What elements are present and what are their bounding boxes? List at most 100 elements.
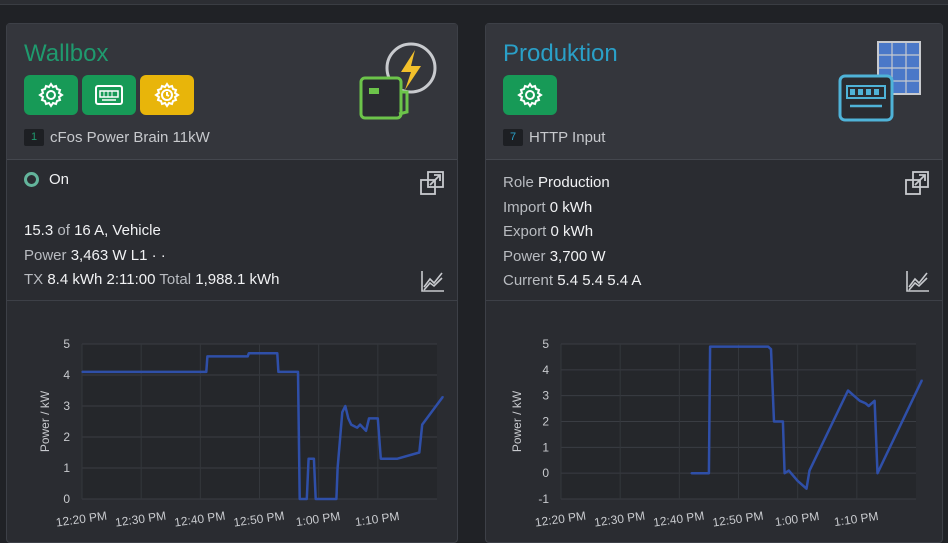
data-point [298,498,301,500]
wallbox-power-chart: 5 4 3 2 1 0 12:20 PM 12:30 PM 12:40 PM 12:50 PM 1:… [38,337,444,529]
data-point [359,423,361,426]
x-tick-label: 12:20 PM [534,509,587,529]
card-title: Wallbox [24,40,109,67]
data-point [782,420,784,423]
settings-button[interactable] [24,75,78,115]
y-tick-label: 4 [63,368,70,382]
power-line: Power 3,463 W L1 · · [24,246,166,264]
open-external-icon [420,171,444,195]
data-point [921,379,923,381]
data-point [394,457,397,460]
data-point [276,352,279,355]
power-line: Power 3,700 W [503,247,606,265]
status-text: On [49,171,70,188]
data-point [418,451,421,454]
data-point [396,457,399,460]
data-point [365,430,367,432]
x-tick-label: 1:10 PM [354,509,400,529]
produktion-card: Produktion 7 HTTP Input [485,23,943,543]
data-point [847,389,849,392]
current-line: 15.3 of 16 A, Vehicle [24,222,161,239]
data-point [277,371,280,373]
x-tick-label: 12:40 PM [652,509,705,529]
chart-icon [421,271,444,292]
status-indicator: On [24,171,69,188]
data-point [297,371,299,373]
open-external-icon [905,171,929,195]
role-line: Role Production [503,174,610,191]
data-point [205,371,208,373]
x-tick-label: 12:40 PM [173,509,226,529]
meter-button[interactable] [82,75,136,115]
gear-icon [38,82,64,108]
status-ring-icon [24,172,39,187]
device-name: cFos Power Brain 11kW [50,129,210,146]
produktion-power-chart: 5 4 3 2 1 0 -1 12:20 PM 12:30 PM 12:40 PM 12:50 PM… [510,337,924,529]
y-tick-label: 5 [63,337,70,351]
data-point [368,417,370,420]
x-tick-label: 1:10 PM [833,509,879,529]
data-point [867,405,870,407]
settings-button[interactable] [503,75,557,115]
data-point [770,348,772,350]
y-axis-label: Power / kW [38,390,52,452]
x-tick-label: 12:30 PM [593,509,646,529]
data-point [341,411,344,413]
data-point [335,498,338,500]
data-point [248,352,250,355]
x-tick-label: 1:00 PM [295,509,341,529]
y-tick-label: 3 [542,389,549,403]
wallbox-card: Wallbox [6,23,458,543]
x-tick-label: 1:00 PM [774,509,820,529]
data-point [805,487,808,490]
data-point [853,394,855,397]
data-point [344,405,347,407]
data-point [709,345,711,348]
y-axis-label: Power / kW [510,390,524,452]
data-point [858,400,861,402]
y-tick-label: -1 [538,492,549,506]
data-point [787,469,790,472]
y-tick-label: 5 [542,337,549,351]
y-tick-label: 4 [542,363,549,377]
data-point [421,423,424,426]
data-point [442,395,444,398]
data-point [783,472,786,474]
meter-icon [95,85,123,105]
x-tick-label: 12:50 PM [712,509,765,529]
open-window-button[interactable] [903,169,931,202]
y-tick-label: 1 [63,461,70,475]
device-line: 7 HTTP Input [503,129,605,146]
chart-toggle-button[interactable] [420,269,446,298]
device-id-badge: 1 [24,129,44,146]
data-point [314,498,317,500]
data-point [306,498,308,500]
y-tick-label: 1 [542,440,549,454]
data-point [773,420,775,423]
export-line: Export 0 kWh [503,223,594,240]
power-series-line [82,352,444,501]
chart-toggle-button[interactable] [905,269,931,298]
y-tick-label: 3 [63,399,70,413]
data-point [313,457,315,460]
device-line: 1 cFos Power Brain 11kW [24,129,210,146]
y-tick-label: 2 [542,415,549,429]
data-point [347,417,350,420]
gear-clock-icon [154,82,180,108]
data-point [796,480,799,482]
data-point [206,355,209,358]
data-point [307,457,310,460]
tx-line: TX 8.4 kWh 2:11:00 Total 1,988.1 kWh [24,271,280,288]
y-tick-label: 0 [542,466,549,480]
schedule-settings-button[interactable] [140,75,194,115]
y-tick-label: 0 [63,492,70,506]
data-point [379,457,382,460]
gear-icon [517,82,543,108]
current-line: Current 5.4 5.4 5.4 A [503,272,642,289]
x-tick-label: 12:30 PM [114,509,167,529]
wallbox-info: 15.3 of 16 A, Vehicle Power 3,463 W L1 ·… [24,219,279,293]
divider [486,300,942,301]
x-tick-label: 12:20 PM [55,509,108,529]
open-window-button[interactable] [418,169,446,202]
card-header: Produktion 7 HTTP Input [486,24,942,160]
